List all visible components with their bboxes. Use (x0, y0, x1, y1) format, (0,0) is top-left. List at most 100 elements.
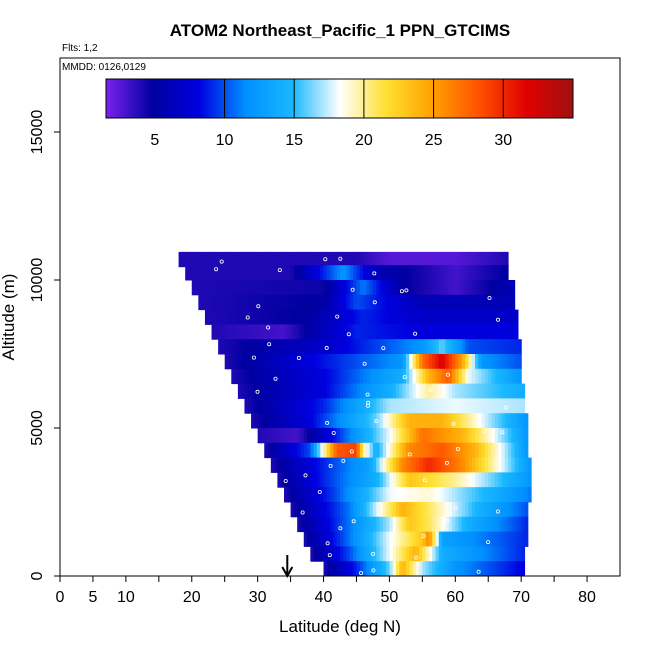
heatmap-cell (445, 531, 450, 547)
heatmap-cell (284, 354, 288, 370)
heatmap-cell (336, 324, 341, 340)
heatmap-cell (297, 324, 302, 340)
heatmap-cell (320, 546, 325, 562)
heatmap-cell (323, 354, 328, 370)
heatmap-cell (274, 368, 279, 385)
heatmap-cell (214, 251, 219, 268)
heatmap-cell (461, 546, 466, 562)
heatmap-cell (452, 265, 456, 281)
heatmap-cell (402, 487, 407, 503)
heatmap-cell (297, 294, 302, 311)
heatmap-cell (471, 502, 476, 518)
heatmap-cell (481, 354, 486, 370)
heatmap-cell (452, 368, 456, 385)
sample-point (296, 355, 301, 360)
heatmap-cell (356, 531, 361, 547)
heatmap-cell (458, 531, 463, 547)
heatmap-cell (270, 457, 275, 473)
heatmap-cell (504, 428, 509, 444)
heatmap-cell (452, 251, 456, 268)
heatmap-cell (455, 294, 460, 311)
heatmap-cell (349, 546, 354, 562)
heatmap-cell (231, 354, 236, 370)
heatmap-cell (280, 280, 285, 296)
heatmap-cell (349, 383, 354, 399)
heatmap-cell (468, 354, 473, 370)
heatmap-cell (425, 265, 430, 281)
heatmap-cell (465, 354, 470, 370)
heatmap-cell (330, 502, 335, 518)
heatmap-cell (399, 531, 404, 547)
heatmap-cell (323, 294, 328, 311)
heatmap-cell (260, 368, 265, 385)
heatmap-cell (218, 251, 223, 268)
heatmap-cell (511, 516, 516, 533)
heatmap-cell (366, 251, 371, 268)
heatmap-cell (468, 309, 473, 325)
heatmap-cell (267, 324, 272, 340)
heatmap-cell (484, 442, 489, 459)
heatmap-cell (461, 428, 466, 444)
heatmap-cell (475, 472, 479, 488)
heatmap-cell (386, 251, 391, 268)
heatmap-cell (504, 265, 509, 281)
heatmap-cell (382, 265, 387, 281)
heatmap-cell (290, 309, 295, 325)
heatmap-cell (366, 472, 371, 488)
heatmap-cell (409, 354, 414, 370)
heatmap-cell (297, 354, 302, 370)
heatmap-cell (237, 383, 242, 399)
heatmap-cell (458, 324, 463, 340)
heatmap-cell (214, 324, 219, 340)
heatmap-cell (307, 472, 311, 488)
heatmap-cell (445, 280, 450, 296)
heatmap-cell (333, 561, 338, 577)
heatmap-cell (511, 294, 516, 311)
heatmap-cell (366, 457, 371, 473)
heatmap-cell (316, 265, 321, 281)
heatmap-cell (514, 487, 519, 503)
heatmap-cell (346, 487, 351, 503)
heatmap-cell (293, 487, 298, 503)
heatmap-cell (316, 413, 321, 429)
heatmap-cell (326, 324, 331, 340)
heatmap-cell (260, 413, 265, 429)
heatmap-cell (379, 309, 384, 325)
heatmap-cell (392, 294, 397, 311)
heatmap-cell (455, 354, 460, 370)
heatmap-cell (376, 294, 381, 311)
heatmap-cell (399, 354, 404, 370)
heatmap-cell (267, 368, 272, 385)
heatmap-cell (471, 487, 476, 503)
heatmap-cell (320, 251, 325, 268)
heatmap-cell (448, 546, 453, 562)
heatmap-cell (356, 546, 361, 562)
sample-point (500, 430, 505, 435)
heatmap-cell (333, 398, 338, 414)
heatmap-cell (343, 398, 348, 414)
heatmap-cell (475, 561, 479, 577)
sample-point (358, 571, 363, 576)
heatmap-cell (221, 265, 226, 281)
heatmap-cell (382, 502, 387, 518)
heatmap-cell (425, 280, 430, 296)
heatmap-cell (478, 251, 483, 268)
heatmap-cell (422, 531, 427, 547)
heatmap-cell (435, 324, 440, 340)
heatmap-cell (333, 487, 338, 503)
heatmap-cell (455, 457, 460, 473)
heatmap-cell (293, 354, 298, 370)
heatmap-cell (396, 546, 400, 562)
heatmap-cell (326, 531, 331, 547)
heatmap-cell (320, 457, 325, 473)
sample-point (455, 446, 460, 451)
heatmap-cell (333, 383, 338, 399)
heatmap-cell (386, 309, 391, 325)
heatmap-cell (396, 354, 400, 370)
heatmap-cell (478, 502, 483, 518)
heatmap-cell (376, 339, 381, 355)
heatmap-cell (465, 413, 470, 429)
heatmap-cell (521, 413, 526, 429)
heatmap-cell (478, 383, 483, 399)
heatmap-cell (251, 354, 255, 370)
